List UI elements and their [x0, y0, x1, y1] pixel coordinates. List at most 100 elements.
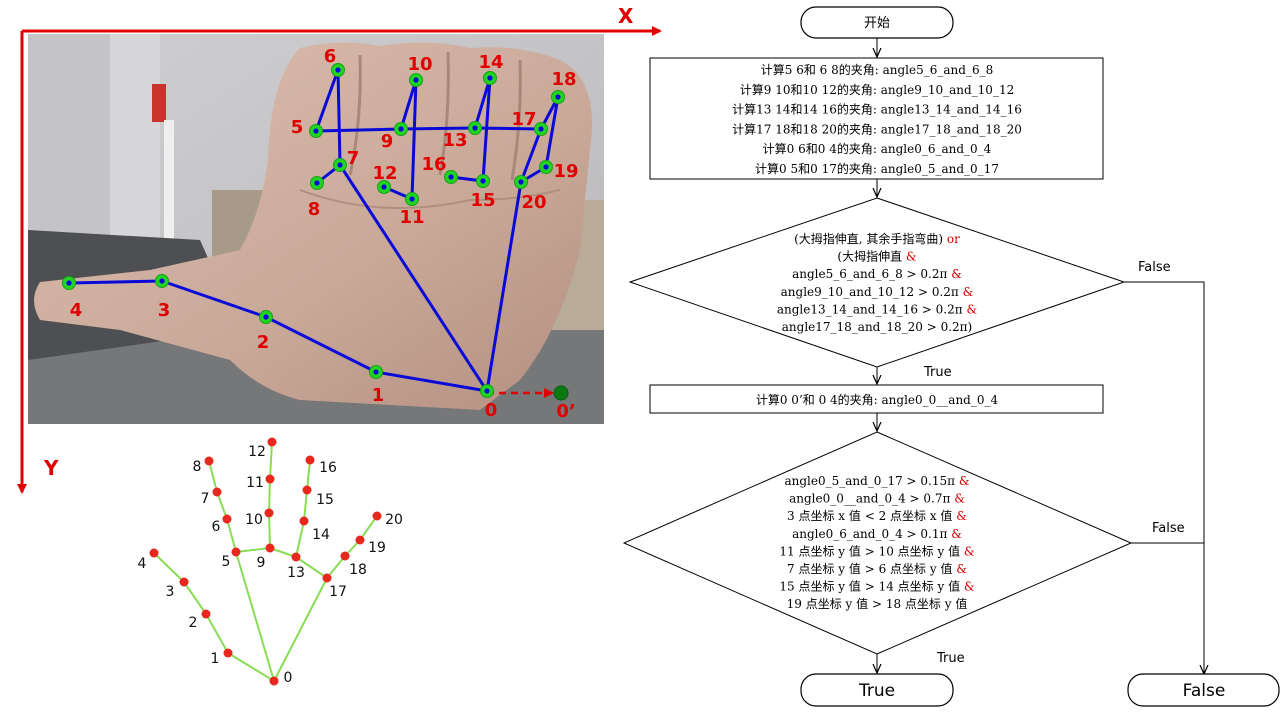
- skeleton-bone-15-16: [306, 459, 311, 491]
- diamond2-line-7: 15 点坐标 y 值 > 14 点坐标 y 值 &: [779, 579, 974, 594]
- y-axis-label: Y: [43, 456, 59, 480]
- landmark-label-13: 13: [442, 130, 467, 151]
- skeleton-label-8: 8: [193, 459, 202, 475]
- skeleton-dot-13: [291, 552, 301, 562]
- skeleton-bone-1-2: [205, 613, 229, 654]
- skeleton-dot-6: [222, 514, 232, 524]
- skeleton-bone-13-17: [295, 556, 328, 579]
- skeleton-bone-13-14: [295, 520, 305, 558]
- skeleton-label-13: 13: [287, 565, 305, 581]
- bone-9-13: [400, 126, 476, 131]
- box1-line-5: 计算0 6和0 4的夹角: angle0_6_and_0_4: [763, 141, 992, 156]
- landmark-label-8: 8: [308, 199, 321, 220]
- skeleton-label-7: 7: [201, 491, 210, 507]
- landmark-label-16: 16: [421, 154, 446, 175]
- box1-line-3: 计算13 14和14 16的夹角: angle13_14_and_14_16: [732, 102, 1022, 117]
- joint-core-0: [484, 388, 490, 394]
- diamond2-line-5-text: 11 点坐标 y 值 > 10 点坐标 y 值: [779, 543, 963, 558]
- joint-core-17: [538, 126, 544, 132]
- skeleton-dot-8: [204, 456, 214, 466]
- diamond2-line-5: 11 点坐标 y 值 > 10 点坐标 y 值 &: [779, 543, 974, 558]
- joint-core-6: [335, 67, 341, 73]
- landmark-label-17: 17: [511, 109, 536, 130]
- bone-0-20: [485, 181, 523, 392]
- skeleton-label-5: 5: [222, 554, 231, 570]
- bone-3-4: [68, 279, 163, 285]
- end-true-terminal: [800, 673, 954, 707]
- bone-9-10: [399, 79, 418, 130]
- skeleton-dot-1: [223, 648, 233, 658]
- skeleton-label-14: 14: [312, 527, 330, 543]
- diamond2-line-8-text: 19 点坐标 y 值 > 18 点坐标 y 值: [787, 596, 968, 611]
- skeleton-dot-3: [179, 577, 189, 587]
- diamond1-line-1-text: (大拇指伸直, 其余手指弯曲): [794, 231, 947, 246]
- process-box-angle-00p: [649, 384, 1104, 414]
- skeleton-label-4: 4: [138, 556, 147, 572]
- skeleton-dot-7: [212, 487, 222, 497]
- bone-17-20: [519, 128, 543, 183]
- joint-core-7: [337, 162, 343, 168]
- skeleton-bone-17-18: [326, 555, 346, 579]
- landmark-label-11: 11: [399, 207, 424, 228]
- diamond1-line-6: angle17_18_and_18_20 > 0.2π): [782, 320, 972, 334]
- skeleton-dot-16: [305, 455, 315, 465]
- skeleton-bone-0-1: [227, 652, 275, 682]
- diamond2-line-1-text: angle0_5_and_0_17 > 0.15π: [784, 474, 958, 488]
- decision-diamond-gesture: [628, 197, 1126, 368]
- joint-core-8: [314, 180, 320, 186]
- diamond1-line-4-text: angle9_10_and_10_12 > 0.2π: [781, 285, 963, 299]
- skeleton-label-19: 19: [368, 540, 386, 556]
- bone-14-15: [481, 77, 492, 182]
- skeleton-dot-2: [201, 609, 211, 619]
- joint-core-16: [448, 174, 454, 180]
- skeleton-label-17: 17: [329, 584, 347, 600]
- skeleton-label-2: 2: [189, 615, 198, 631]
- skeleton-bone-5-6: [226, 518, 237, 553]
- bone-10-11: [410, 79, 418, 200]
- landmark-label-7: 7: [347, 148, 360, 169]
- landmark-label-2: 2: [257, 332, 270, 353]
- diamond2-line-6: 7 点坐标 y 值 > 6 点坐标 y 值 &: [787, 561, 967, 576]
- decision-diamond-gesture-text: (大拇指伸直, 其余手指弯曲) or(大拇指伸直 &angle5_6_and_6…: [777, 231, 978, 334]
- true-label-1: True: [923, 365, 952, 380]
- diamond2-line-2: angle0_0__and_0_4 > 0.7π &: [789, 492, 965, 506]
- skeleton-dot-9: [265, 543, 275, 553]
- skeleton-dots: [149, 437, 382, 686]
- skeleton-dot-18: [340, 551, 350, 561]
- box1-line-6: 计算0 5和0 17的夹角: angle0_5_and_0_17: [755, 161, 999, 176]
- diamond1-line-2-text: (大拇指伸直: [837, 249, 906, 264]
- landmark-label-14: 14: [478, 52, 503, 73]
- joint-core-3: [159, 278, 165, 284]
- skeleton-bone-0-17: [273, 577, 328, 682]
- diamond1-line-3-text: angle5_6_and_6_8 > 0.2π: [792, 267, 951, 281]
- skeleton-bone-9-13: [269, 547, 297, 558]
- joint-core-10: [413, 77, 419, 83]
- decision-diamond-conditions-text: angle0_5_and_0_17 > 0.15π & angle0_0__and…: [779, 474, 974, 611]
- landmark-label-10: 10: [407, 54, 432, 75]
- bone-6-7: [336, 69, 342, 166]
- skeleton-label-15: 15: [316, 492, 334, 508]
- diamond1-line-5-text: angle13_14_and_14_16 > 0.2π: [777, 302, 967, 316]
- diamond2-line-3-operator: &: [956, 509, 967, 523]
- skeleton-label-3: 3: [166, 584, 175, 600]
- skeleton-bone-0-5: [235, 551, 275, 682]
- diamond2-line-1-operator: &: [959, 474, 970, 488]
- landmark-label-4: 4: [70, 300, 83, 321]
- skeleton-dot-0: [269, 676, 279, 686]
- false-branch-path: [1124, 281, 1204, 673]
- skeleton-label-20: 20: [385, 512, 403, 528]
- bone-2-3: [161, 279, 267, 319]
- skeleton-label-0: 0: [284, 670, 293, 686]
- decision-diamond-conditions: [622, 431, 1133, 655]
- box1-line-1: 计算5 6和 6 8的夹角: angle5_6_and_6_8: [761, 62, 993, 77]
- hand-photo: [28, 34, 604, 424]
- skeleton-dot-14: [299, 516, 309, 526]
- joint-core-19: [543, 164, 549, 170]
- skeleton-bone-5-9: [235, 547, 271, 553]
- landmark-label-0: 0: [485, 400, 498, 421]
- skeleton-bone-7-8: [208, 460, 218, 493]
- joint-core-5: [313, 128, 319, 134]
- landmark-label-20: 20: [521, 192, 546, 213]
